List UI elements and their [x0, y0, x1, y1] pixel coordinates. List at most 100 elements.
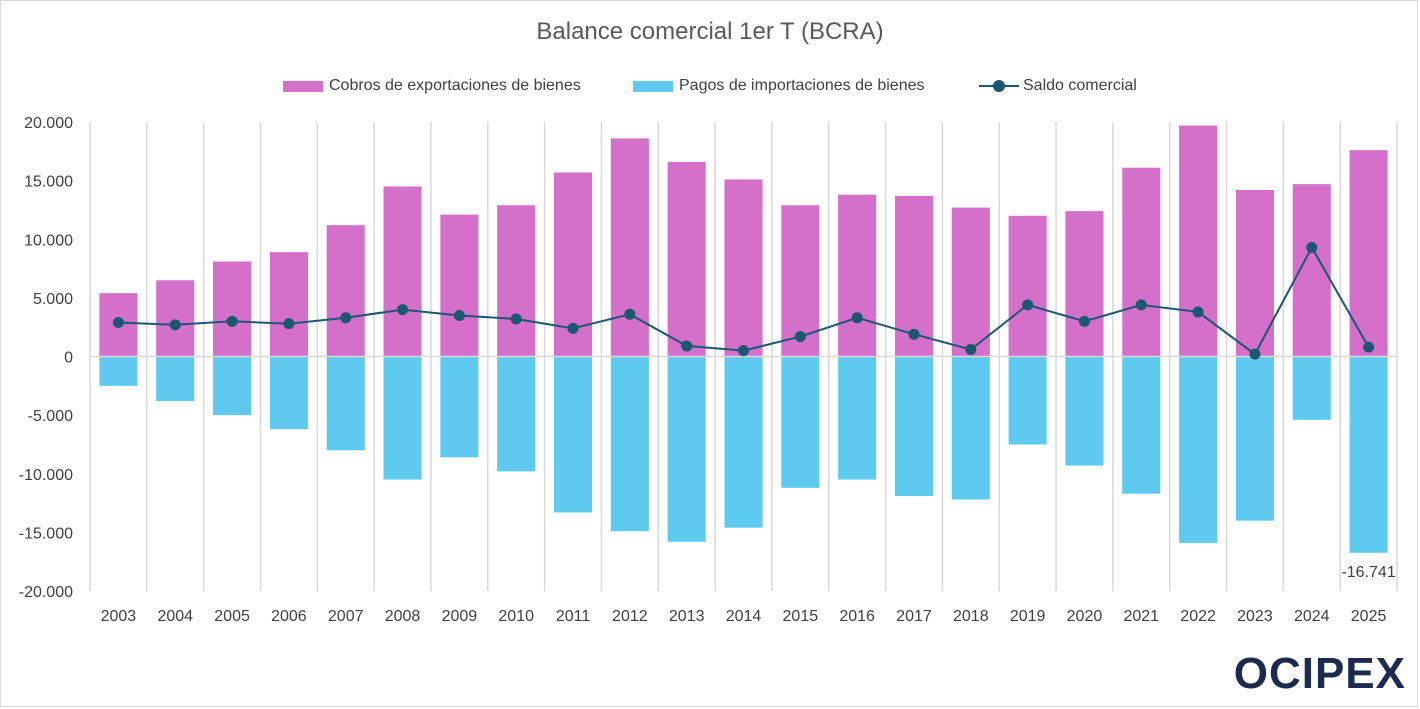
x-tick-label: 2015 [783, 608, 819, 625]
bar-imports [1065, 356, 1104, 466]
chart-title: Balance comercial 1er T (BCRA) [536, 18, 884, 45]
bar-imports [326, 356, 365, 451]
y-tick-label: -10.000 [19, 467, 73, 484]
bar-exports [1065, 211, 1104, 357]
point-balance [1192, 306, 1204, 318]
legend-item-imports: Pagos de importaciones de bienes [633, 74, 925, 98]
legend-swatch-exports [283, 80, 323, 92]
legend-item-balance: Saldo comercial [979, 74, 1137, 98]
x-tick-label: 2018 [953, 608, 989, 625]
point-balance [908, 328, 920, 340]
point-balance [851, 312, 863, 324]
x-tick-label: 2017 [896, 608, 932, 625]
point-balance [681, 340, 693, 352]
x-tick-label: 2016 [839, 608, 875, 625]
x-tick-label: 2012 [612, 608, 648, 625]
bar-exports [156, 280, 195, 357]
point-balance [1306, 241, 1318, 253]
point-balance [1135, 299, 1147, 311]
x-tick-label: 2023 [1237, 608, 1273, 625]
bar-imports [667, 356, 706, 542]
bar-exports [610, 138, 649, 357]
x-tick-label: 2013 [669, 608, 705, 625]
bar-imports [894, 356, 934, 497]
x-tick-label: 2024 [1294, 608, 1330, 625]
bar-exports [1235, 190, 1274, 357]
legend-item-exports: Cobros de exportaciones de bienes [283, 74, 581, 98]
bar-exports [838, 194, 877, 357]
data-label-annotation: -16.741 [1341, 564, 1395, 581]
x-tick-label: 2021 [1123, 608, 1159, 625]
x-tick-label: 2014 [726, 608, 762, 625]
point-balance [453, 309, 465, 321]
bar-imports [269, 356, 308, 430]
point-balance [112, 316, 124, 328]
bar-exports [1122, 167, 1161, 357]
y-tick-label: -15.000 [19, 525, 73, 542]
x-tick-label: 2008 [385, 608, 421, 625]
bar-exports [951, 207, 990, 357]
legend-swatch-imports [633, 80, 673, 92]
legend-label-exports: Cobros de exportaciones de bienes [329, 77, 581, 94]
bar-imports [781, 356, 820, 488]
bar-exports [213, 261, 252, 357]
legend-label-balance: Saldo comercial [1023, 77, 1137, 94]
bar-imports [553, 356, 593, 513]
bar-imports [156, 356, 195, 402]
bar-exports [1349, 150, 1388, 357]
y-tick-label: 0 [64, 350, 73, 367]
point-balance [567, 322, 579, 334]
bar-exports [326, 225, 365, 357]
bar-imports [1179, 356, 1218, 543]
legend-label-imports: Pagos de importaciones de bienes [679, 77, 925, 94]
point-balance [738, 345, 749, 357]
point-balance [1078, 315, 1090, 327]
x-tick-label: 2009 [442, 608, 478, 625]
x-tick-label: 2006 [271, 608, 307, 625]
point-balance [283, 318, 295, 330]
point-balance [397, 304, 409, 316]
y-tick-label: -5.000 [28, 408, 73, 425]
ocipex-logo: OCIPEX [1233, 649, 1406, 698]
bar-imports [440, 356, 479, 458]
bar-imports [838, 356, 877, 480]
legend: Cobros de exportaciones de bienes Pagos … [0, 74, 1420, 98]
bar-imports [724, 356, 763, 528]
point-balance [1249, 348, 1261, 360]
bar-imports [383, 356, 422, 480]
x-tick-label: 2003 [101, 608, 137, 625]
bar-imports [213, 356, 252, 416]
y-tick-label: 5.000 [33, 291, 73, 308]
bar-imports [1292, 356, 1331, 420]
bar-imports [610, 356, 649, 532]
y-tick-label: 20.000 [24, 115, 73, 132]
point-balance [1363, 341, 1375, 353]
bar-exports [383, 186, 422, 357]
bar-imports [1349, 356, 1388, 553]
point-balance [1022, 299, 1034, 311]
bar-exports [724, 179, 763, 357]
x-tick-label: 2011 [556, 608, 591, 625]
bar-exports [667, 161, 706, 357]
x-tick-label: 2022 [1180, 608, 1216, 625]
y-tick-label: 15.000 [24, 174, 73, 191]
x-tick-label: 2005 [214, 608, 250, 625]
bar-imports [951, 356, 990, 500]
bar-exports [1179, 125, 1218, 357]
point-balance [510, 313, 522, 325]
point-balance [794, 331, 806, 343]
bar-exports [1008, 215, 1047, 357]
bar-imports [99, 356, 138, 386]
bar-imports [1235, 356, 1274, 521]
x-tick-label: 2007 [328, 608, 364, 625]
point-balance [226, 315, 238, 327]
legend-swatch-balance [979, 79, 1019, 93]
x-tick-label: 2010 [498, 608, 534, 625]
x-tick-label: 2019 [1010, 608, 1046, 625]
point-balance [965, 343, 977, 355]
x-tick-label: 2004 [157, 608, 193, 625]
bar-imports [1008, 356, 1047, 445]
bar-exports [269, 252, 308, 357]
